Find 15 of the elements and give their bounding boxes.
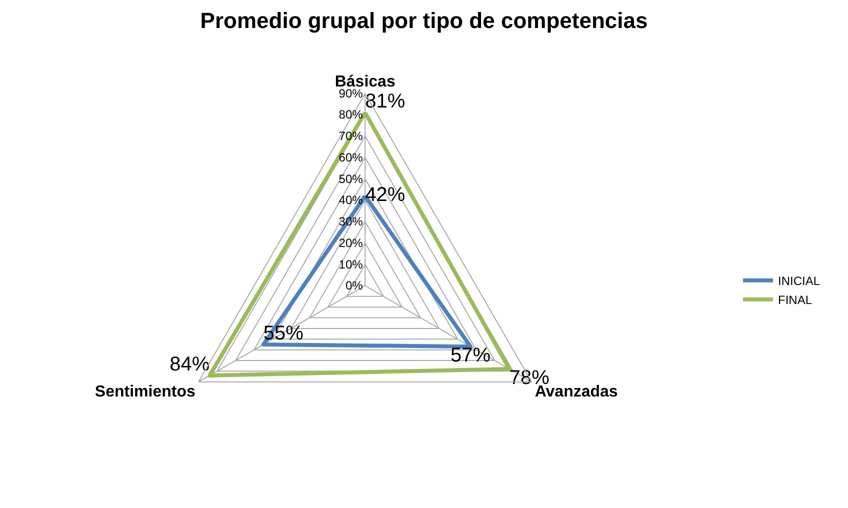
y-tick-label: 80% (338, 108, 364, 122)
spoke-label: Sentimientos (94, 384, 196, 401)
data-label: 42% (365, 184, 406, 206)
legend-label: INICIAL (778, 274, 820, 288)
y-tick-label: 20% (338, 236, 364, 250)
chart-title: Promedio grupal por tipo de competencias (200, 8, 648, 34)
y-tick-label: 60% (338, 150, 364, 164)
y-tick-label: 90% (338, 86, 364, 100)
legend-label: FINAL (778, 293, 812, 308)
y-tick-label: 0% (345, 278, 364, 293)
y-tick-label: 10% (338, 257, 364, 272)
data-label: 57% (450, 344, 491, 367)
data-label: 84% (170, 353, 210, 376)
y-tick-label: 50% (338, 172, 364, 186)
data-label: 81% (365, 90, 406, 113)
